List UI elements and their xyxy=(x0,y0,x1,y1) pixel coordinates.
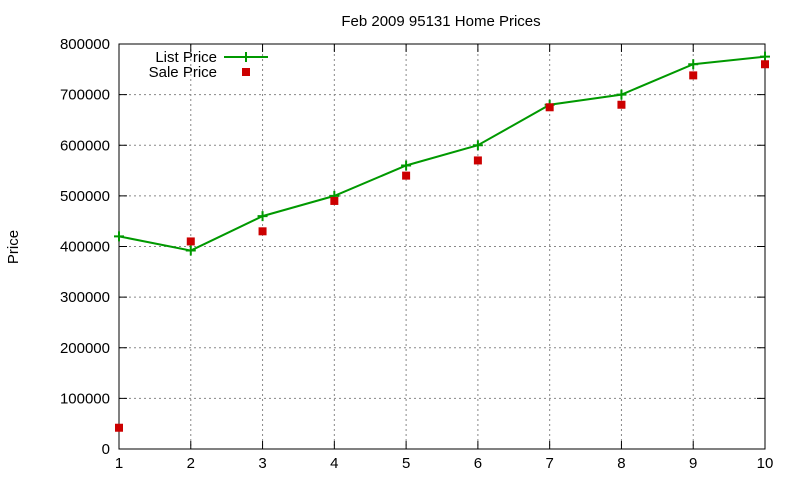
y-tick-label: 0 xyxy=(102,441,110,458)
sale-price-point xyxy=(689,71,698,80)
y-axis-label: Price xyxy=(5,230,22,264)
y-tick-label: 200000 xyxy=(60,340,110,357)
y-tick-label: 600000 xyxy=(60,137,110,154)
y-tick-label: 400000 xyxy=(60,239,110,256)
list-price-point xyxy=(760,51,770,62)
x-tick-label: 9 xyxy=(689,455,697,472)
legend-marker-list-price xyxy=(241,52,251,62)
sale-price-point xyxy=(402,171,411,180)
legend-label-list-price: List Price xyxy=(155,49,217,66)
x-tick-label: 4 xyxy=(330,455,338,472)
y-tick-label: 800000 xyxy=(60,36,110,53)
legend-marker-sale-price xyxy=(242,68,250,76)
x-tick-label: 6 xyxy=(474,455,482,472)
axis-ticks: 0 100000 200000 300000 400000 500000 600000 700… xyxy=(60,36,773,472)
list-price-point xyxy=(185,245,196,256)
grid-lines xyxy=(119,44,765,449)
list-price-point xyxy=(257,211,268,222)
legend: List Price Sale Price xyxy=(149,49,268,81)
sale-price-point xyxy=(330,196,339,205)
y-tick-label: 700000 xyxy=(60,87,110,104)
list-price-point xyxy=(401,160,412,171)
sale-price-point xyxy=(473,156,482,165)
chart-title: Feb 2009 95131 Home Prices xyxy=(341,13,540,30)
series-layer xyxy=(114,51,770,432)
y-tick-label: 500000 xyxy=(60,188,110,205)
x-tick-label: 1 xyxy=(115,455,123,472)
y-tick-label: 300000 xyxy=(60,289,110,306)
list-price-point xyxy=(688,59,699,70)
list-price-point xyxy=(114,231,124,242)
list-price-point xyxy=(472,140,483,151)
x-tick-label: 8 xyxy=(617,455,625,472)
list-price-point xyxy=(616,89,627,100)
sale-price-point xyxy=(115,423,123,432)
x-tick-label: 2 xyxy=(187,455,195,472)
x-tick-label: 3 xyxy=(258,455,266,472)
sale-price-point xyxy=(545,103,554,112)
legend-label-sale-price: Sale Price xyxy=(149,64,217,81)
sale-price-point xyxy=(258,227,267,236)
sale-price-point xyxy=(617,100,626,109)
series-line-list-price xyxy=(118,55,766,252)
x-tick-label: 7 xyxy=(545,455,553,472)
sale-price-point xyxy=(186,237,195,246)
sale-price-point xyxy=(761,60,769,69)
x-tick-label: 5 xyxy=(402,455,410,472)
y-tick-label: 100000 xyxy=(60,390,110,407)
x-tick-label: 10 xyxy=(757,455,774,472)
